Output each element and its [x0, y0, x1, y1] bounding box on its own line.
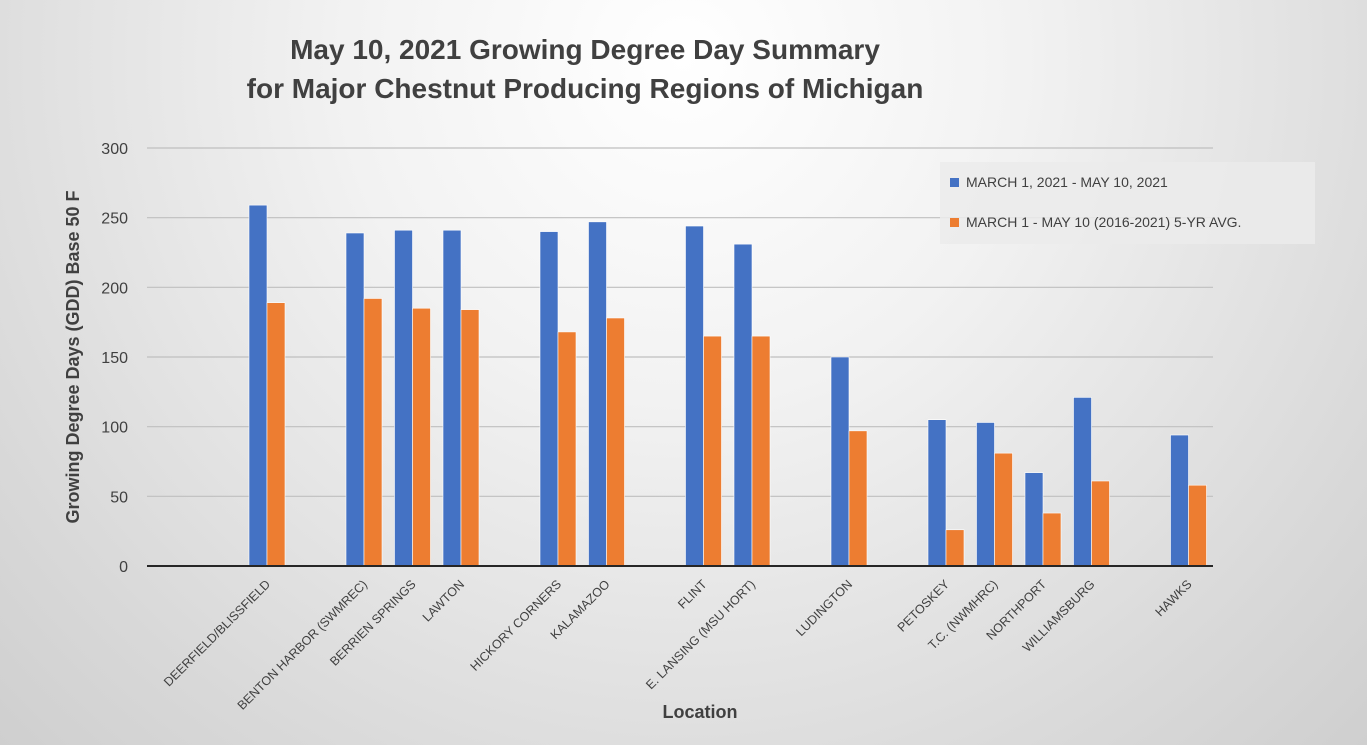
bar-1-6 — [588, 221, 607, 567]
bar-2-3 — [412, 307, 431, 567]
x-tick-label-14: HAWKS — [1153, 577, 1195, 619]
bar-1-7 — [685, 225, 704, 567]
chart-title-line-1: May 10, 2021 Growing Degree Day Summary — [290, 34, 880, 65]
bar-2-11 — [994, 452, 1013, 567]
x-tick-label-7: FLINT — [675, 577, 710, 612]
y-tick-label-4: 200 — [101, 280, 128, 297]
bar-2-12 — [1042, 512, 1062, 567]
bar-2-8 — [751, 335, 771, 567]
x-axis-title: Location — [663, 702, 738, 722]
y-tick-label-3: 150 — [101, 350, 128, 367]
legend-swatch-series-1 — [950, 177, 959, 187]
y-tick-label-2: 100 — [101, 420, 128, 437]
bar-2-5 — [557, 331, 577, 567]
bar-2-1 — [266, 302, 286, 567]
y-axis-title: Growing Degree Days (GDD) Base 50 F — [63, 190, 83, 523]
legend-label-series-2: MARCH 1 - MAY 10 (2016-2021) 5-YR AVG. — [966, 214, 1242, 230]
bar-1-14 — [1170, 434, 1189, 567]
bar-1-9 — [830, 356, 850, 567]
bar-1-4 — [442, 229, 462, 567]
legend-item-series-1: MARCH 1, 2021 - MAY 10, 2021 — [950, 174, 1168, 190]
bar-2-7 — [703, 335, 722, 567]
x-tick-label-9: LUDINGTON — [793, 577, 855, 639]
bar-2-4 — [460, 309, 480, 567]
bar-2-10 — [945, 529, 965, 567]
x-tick-label-5: HICKORY CORNERS — [468, 577, 565, 674]
bar-2-9 — [848, 430, 868, 567]
bar-1-13 — [1073, 397, 1092, 567]
bar-1-1 — [248, 204, 268, 567]
legend: MARCH 1, 2021 - MAY 10, 2021 MARCH 1 - M… — [940, 162, 1315, 244]
legend-label-series-1: MARCH 1, 2021 - MAY 10, 2021 — [966, 174, 1168, 190]
bar-1-12 — [1024, 472, 1044, 567]
bar-1-2 — [345, 232, 365, 567]
chart-title: May 10, 2021 Growing Degree Day Summary … — [150, 30, 1020, 108]
legend-item-series-2: MARCH 1 - MAY 10 (2016-2021) 5-YR AVG. — [950, 214, 1241, 230]
x-tick-label-4: LAWTON — [420, 577, 467, 624]
y-tick-label-6: 300 — [101, 141, 128, 158]
y-tick-label-1: 50 — [110, 489, 128, 506]
bar-2-6 — [606, 317, 625, 567]
bar-1-5 — [539, 231, 559, 567]
bar-1-11 — [976, 422, 995, 567]
x-tick-label-3: BERRIEN SPRINGS — [327, 577, 418, 668]
chart-title-line-2: for Major Chestnut Producing Regions of … — [246, 73, 924, 104]
bar-1-8 — [733, 243, 753, 567]
x-tick-label-1: DEERFIELD/BLISSFIELD — [161, 577, 273, 689]
y-tick-label-5: 250 — [101, 211, 128, 228]
bar-2-13 — [1091, 480, 1110, 567]
bar-1-3 — [394, 229, 413, 567]
bar-2-2 — [363, 298, 383, 567]
legend-swatch-series-2 — [950, 217, 959, 227]
bar-1-10 — [927, 419, 947, 567]
y-tick-label-0: 0 — [119, 559, 128, 576]
bar-2-14 — [1188, 484, 1207, 567]
